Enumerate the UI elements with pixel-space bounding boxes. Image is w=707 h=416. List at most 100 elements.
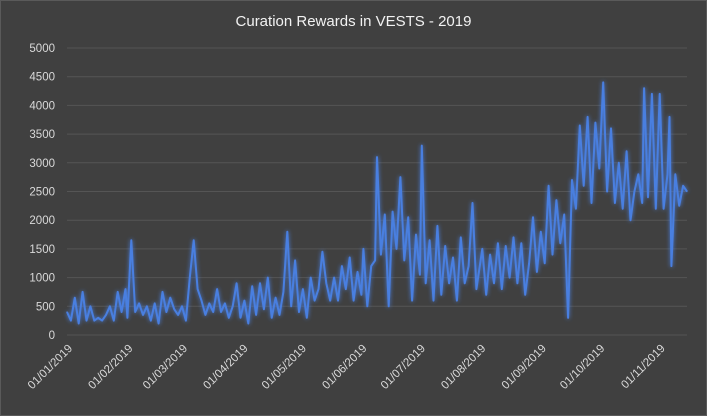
data-point (501, 288, 503, 290)
x-tick-label: 01/11/2019 (619, 343, 668, 392)
data-point (321, 251, 323, 253)
data-point (185, 320, 187, 322)
data-point (362, 248, 364, 250)
data-point (614, 202, 616, 204)
data-point (618, 162, 620, 164)
data-point (173, 308, 175, 310)
series-line (66, 81, 688, 325)
data-point (290, 305, 292, 307)
data-point (310, 277, 312, 279)
data-point (121, 311, 123, 313)
data-point (109, 305, 111, 307)
data-point (579, 124, 581, 127)
data-point (189, 277, 191, 279)
data-point (345, 288, 347, 290)
data-point (208, 302, 210, 304)
data-point (306, 317, 308, 319)
data-point (432, 300, 435, 302)
data-point (314, 300, 316, 302)
y-tick-label: 4500 (29, 72, 55, 84)
data-point (113, 320, 115, 322)
data-point (263, 308, 265, 310)
data-point (403, 259, 405, 261)
data-point (376, 156, 378, 158)
data-point (464, 282, 466, 284)
data-point (74, 297, 76, 299)
data-point (497, 242, 499, 244)
data-point (452, 256, 454, 259)
data-point (475, 288, 477, 290)
data-point (668, 116, 671, 118)
data-point (197, 288, 199, 290)
data-point (425, 282, 427, 284)
data-point (220, 311, 222, 313)
data-point (610, 127, 612, 129)
data-point (353, 300, 355, 302)
data-point (82, 291, 84, 293)
data-point (436, 225, 438, 227)
x-tick-label: 01/06/2019 (320, 343, 369, 392)
data-point (626, 150, 628, 152)
data-point (448, 282, 450, 284)
data-point (516, 282, 519, 284)
data-point (325, 282, 327, 284)
data-point (232, 305, 234, 307)
data-point (130, 239, 132, 241)
x-tick-label: 01/08/2019 (439, 343, 488, 392)
data-point (544, 262, 546, 264)
data-point (70, 320, 72, 322)
data-point (594, 122, 597, 124)
data-point (193, 239, 195, 241)
data-point (485, 294, 487, 296)
data-point (633, 190, 636, 193)
x-tick-label: 01/10/2019 (558, 343, 607, 392)
data-point (134, 311, 136, 313)
data-point (532, 216, 534, 218)
data-point (456, 300, 458, 302)
data-point (124, 288, 127, 290)
data-point (349, 256, 351, 259)
data-point (643, 87, 645, 89)
data-point (388, 305, 390, 307)
data-point (370, 265, 372, 267)
y-axis-tick-labels: 0 500 1000 1500 2000 2500 3000 3500 4000 4500 5000 (29, 43, 55, 342)
data-point (337, 300, 339, 302)
data-point (666, 173, 669, 175)
data-point (247, 322, 249, 325)
x-tick-label: 01/01/2019 (26, 343, 75, 392)
data-point (540, 231, 542, 233)
data-point (637, 173, 639, 175)
data-point (165, 311, 167, 313)
data-point (181, 305, 183, 307)
data-point (555, 199, 558, 201)
data-point (97, 317, 99, 319)
data-point (154, 302, 156, 304)
data-point (674, 173, 676, 175)
data-point (380, 254, 382, 256)
data-point (216, 288, 218, 290)
data-point (559, 242, 561, 244)
data-point (641, 202, 643, 204)
data-point (407, 216, 409, 218)
data-point (360, 294, 362, 296)
data-point (629, 219, 632, 221)
data-point (505, 245, 507, 247)
data-point (66, 311, 68, 313)
data-point (493, 282, 495, 284)
y-tick-label: 5000 (29, 43, 55, 55)
data-point (524, 294, 526, 296)
x-tick-label: 01/03/2019 (141, 343, 190, 392)
data-point (341, 265, 343, 267)
data-point (298, 311, 300, 313)
y-tick-label: 2500 (29, 187, 55, 199)
data-point (366, 305, 368, 307)
chart-title: Curation Rewards in VESTS - 2019 (235, 13, 472, 30)
data-point (126, 317, 128, 319)
data-point (239, 317, 242, 319)
x-tick-label: 01/02/2019 (86, 343, 135, 392)
data-point (374, 259, 376, 261)
data-point (329, 300, 331, 302)
data-point (267, 277, 269, 279)
